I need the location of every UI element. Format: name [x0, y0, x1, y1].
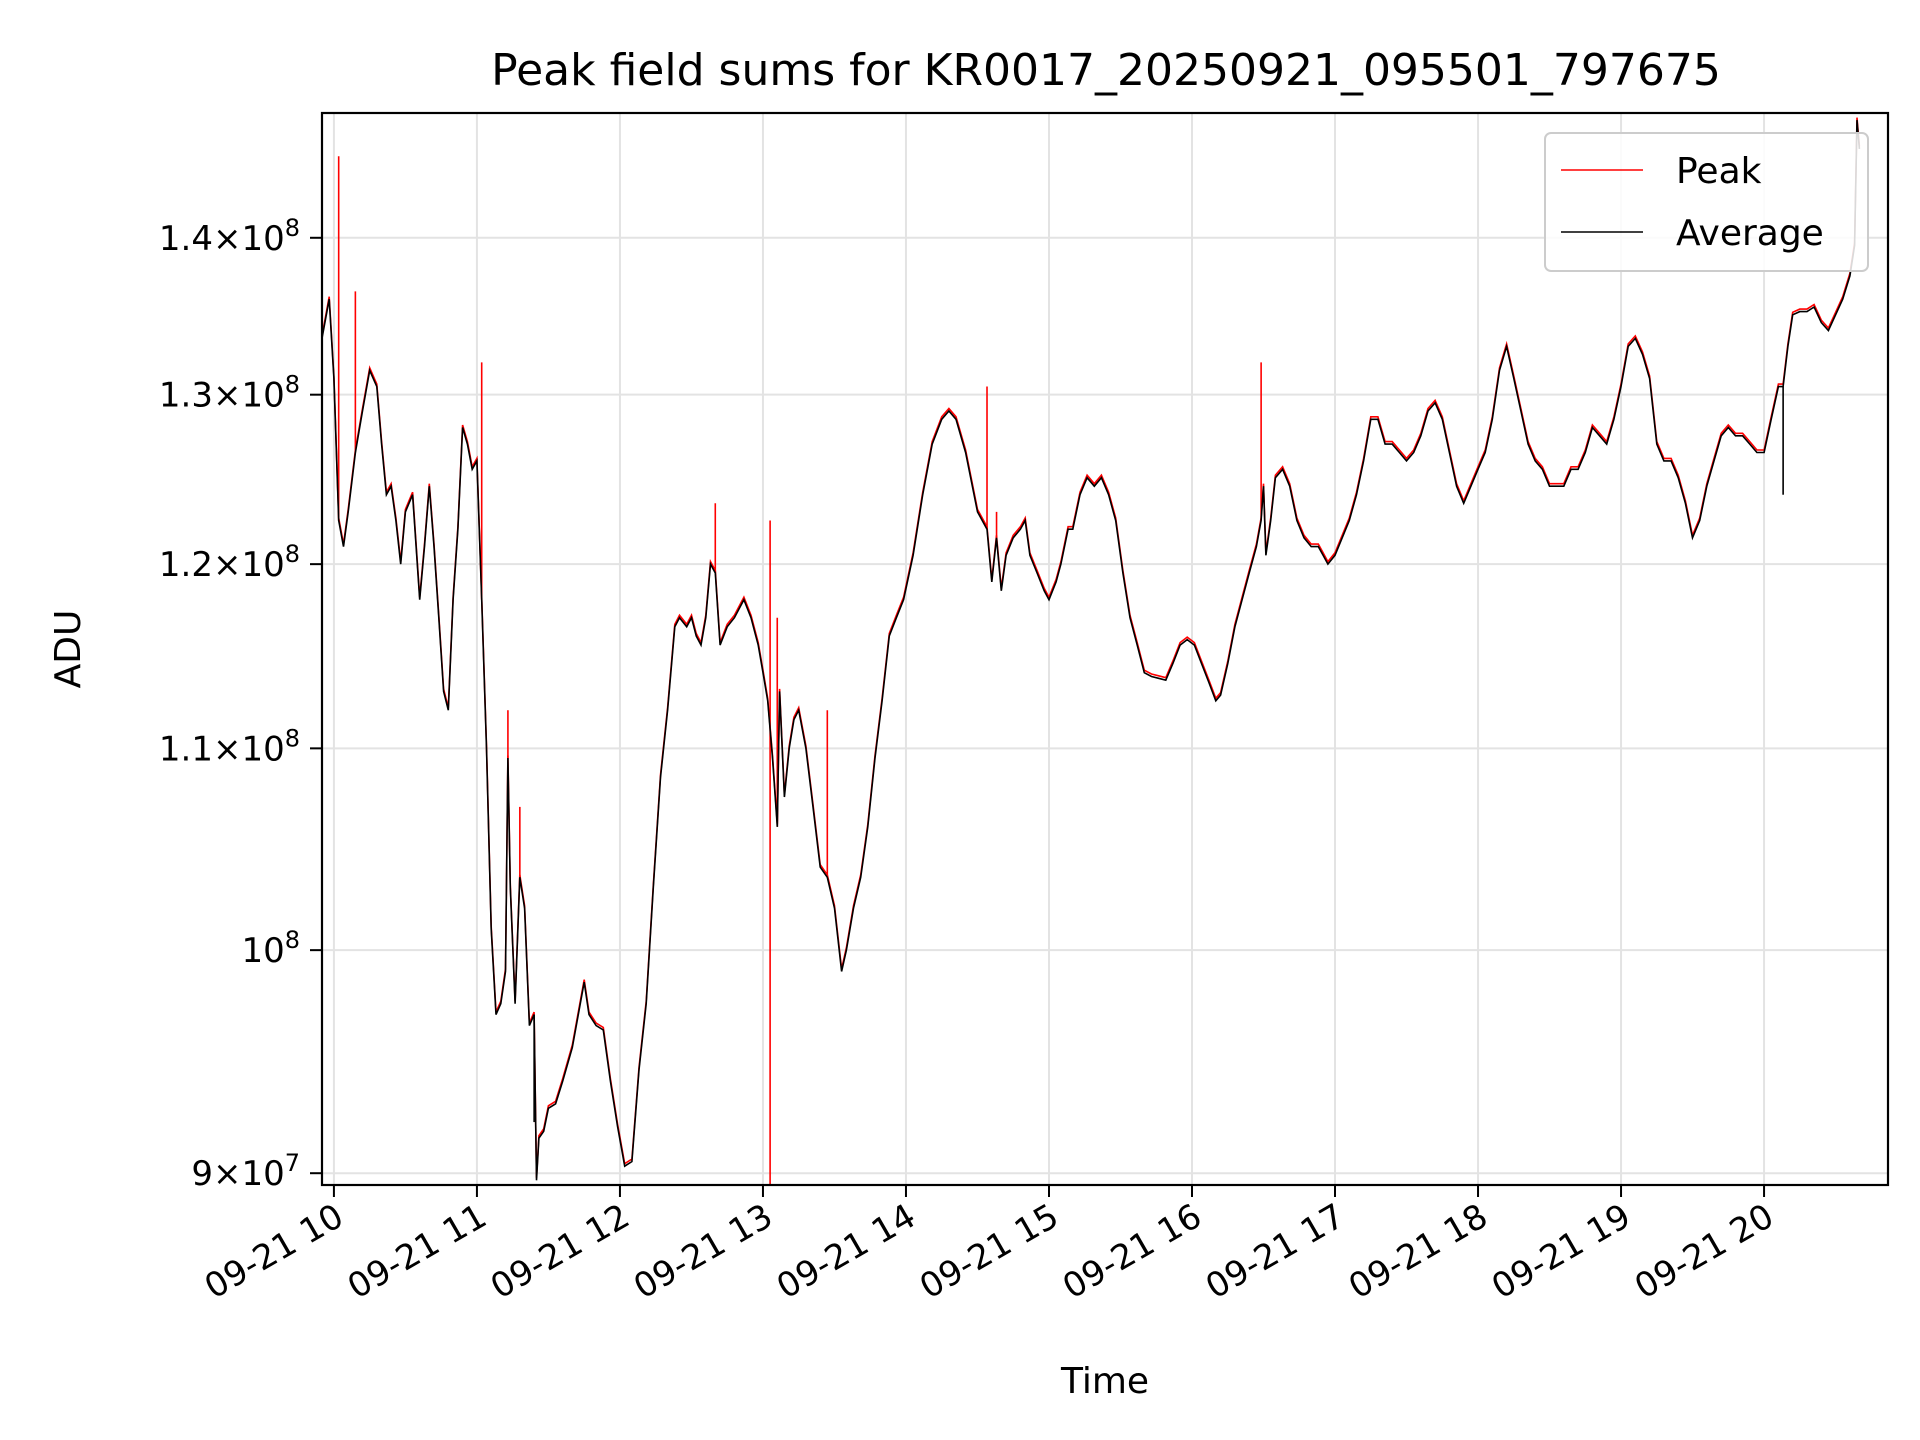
series-average [321, 120, 1861, 1181]
legend: Peak Average [1544, 132, 1869, 272]
legend-box [1544, 132, 1869, 272]
legend-label-peak: Peak [1676, 151, 1762, 192]
legend-label-average: Average [1676, 213, 1824, 254]
y-tick-label: 1.2×108 [159, 540, 300, 585]
y-tick-label: 9×107 [191, 1149, 300, 1194]
y-tick-label: 1.3×108 [159, 371, 300, 416]
average-line [321, 120, 1861, 1181]
grid [322, 113, 1888, 1185]
chart-title: Peak field sums for KR0017_20250921_0955… [491, 45, 1721, 96]
y-axis: 9×107 108 1.1×108 1.2×108 1.3×108 1.4×108 [159, 214, 322, 1194]
y-tick-label: 1.4×108 [159, 214, 300, 259]
y-tick-label: 108 [241, 926, 300, 971]
y-axis-title: ADU [48, 610, 89, 689]
y-tick-label: 1.1×108 [159, 724, 300, 769]
plot-area-frame [320, 111, 1890, 1187]
x-axis-title: Time [1060, 1361, 1149, 1402]
